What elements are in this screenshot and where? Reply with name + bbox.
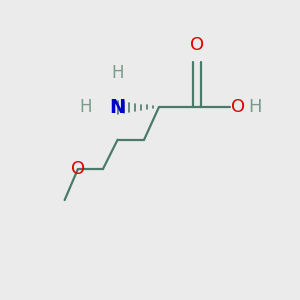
Text: O: O [190,36,204,54]
Text: H: H [249,98,262,116]
Text: N: N [110,98,126,117]
Text: O: O [71,160,85,178]
Text: O: O [231,98,245,116]
Text: H: H [79,98,92,116]
Text: H: H [111,64,124,82]
